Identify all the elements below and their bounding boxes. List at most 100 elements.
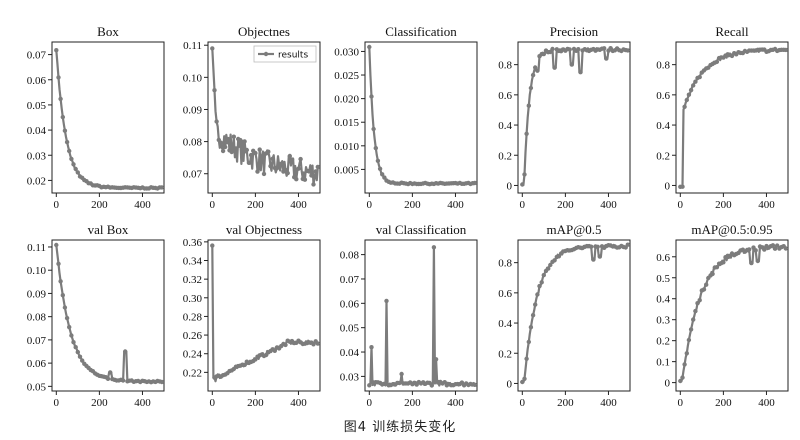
data-point	[526, 339, 531, 345]
chart-title: Classification	[385, 24, 457, 39]
y-tick-label: 0.06	[27, 75, 47, 87]
data-point	[373, 145, 378, 151]
data-point	[541, 272, 546, 278]
data-point	[375, 158, 381, 163]
data-point	[210, 46, 215, 51]
y-tick-label: 0.8	[656, 60, 670, 72]
data-point	[248, 152, 254, 158]
y-tick-label: 0.005	[334, 164, 359, 176]
y-tick-label: 0.07	[27, 50, 47, 62]
data-point	[686, 337, 692, 343]
plot-frame	[517, 41, 631, 194]
y-tick-label: 0.09	[183, 104, 203, 116]
x-tick-label: 200	[91, 397, 108, 409]
chart-title: Precision	[550, 24, 599, 39]
data-point	[261, 171, 267, 177]
data-point	[569, 62, 574, 67]
data-point	[268, 163, 273, 169]
data-point	[382, 381, 387, 386]
chart-title: val Objectness	[226, 222, 302, 237]
data-point	[539, 280, 544, 285]
data-point	[60, 114, 65, 120]
data-point	[472, 382, 477, 387]
data-point	[242, 362, 247, 368]
data-point	[429, 383, 434, 388]
y-tick-label: 0.07	[27, 335, 47, 347]
y-tick-label: 0.010	[334, 141, 359, 153]
y-tick-label: 0	[507, 378, 513, 390]
data-point	[747, 247, 752, 252]
data-point	[753, 248, 758, 253]
data-point	[688, 327, 694, 332]
x-tick-label: 400	[447, 199, 464, 211]
data-point	[123, 349, 128, 354]
data-point	[472, 180, 477, 186]
y-tick-label: 0.24	[183, 349, 203, 361]
data-point	[762, 247, 767, 252]
data-point	[710, 271, 715, 277]
y-tick-label: 0.26	[183, 330, 203, 342]
plot-frame	[675, 239, 789, 392]
chart-panel-9: mAP@0.5 0 0.2 0.4 0.6 0.8 0 200 400	[498, 222, 631, 409]
data-point	[597, 254, 602, 259]
data-point	[214, 119, 219, 124]
plot-frame	[207, 239, 321, 392]
y-tick-label: 0.05	[27, 381, 47, 393]
x-tick-label: 0	[520, 397, 526, 409]
data-point	[73, 345, 78, 350]
x-tick-label: 400	[290, 199, 307, 211]
data-point	[397, 380, 402, 386]
data-point	[274, 166, 280, 171]
data-point	[67, 324, 72, 330]
data-point	[772, 246, 778, 251]
data-point	[69, 156, 74, 162]
data-point	[58, 279, 63, 284]
plot-frame	[364, 41, 478, 194]
data-point	[749, 260, 754, 266]
data-point	[56, 261, 61, 266]
legend-label: results	[278, 51, 308, 61]
results-line	[680, 47, 787, 188]
x-tick-label: 400	[134, 397, 151, 409]
data-point	[62, 128, 68, 133]
x-tick-label: 0	[210, 397, 216, 409]
data-point	[279, 161, 284, 166]
plot-frame	[517, 239, 631, 392]
x-tick-label: 400	[134, 199, 151, 211]
plot-frame	[51, 239, 165, 392]
legend-box	[253, 45, 317, 63]
x-tick-label: 0	[520, 199, 526, 211]
data-point	[524, 356, 529, 361]
x-tick-label: 200	[247, 199, 264, 211]
y-tick-label: 0	[665, 180, 671, 192]
data-point	[693, 79, 698, 84]
y-tick-label: 0.6	[498, 90, 512, 102]
y-tick-label: 0.05	[340, 323, 360, 335]
data-point	[755, 258, 760, 264]
data-point	[589, 244, 594, 249]
y-tick-label: 0.8	[498, 60, 512, 72]
data-point	[80, 358, 85, 363]
data-point	[541, 51, 546, 57]
x-tick-label: 200	[404, 397, 421, 409]
data-point	[120, 378, 126, 383]
data-point	[533, 302, 538, 307]
y-tick-label: 0.10	[27, 265, 47, 277]
y-tick-label: 0.6	[656, 90, 670, 102]
y-tick-label: 0.07	[340, 274, 360, 286]
data-point	[552, 258, 557, 263]
data-point	[714, 265, 720, 270]
plot-frame	[364, 239, 478, 392]
data-point	[54, 242, 59, 248]
data-point	[524, 131, 529, 136]
data-point	[399, 371, 404, 377]
data-point	[75, 349, 81, 355]
data-point	[783, 47, 788, 53]
data-point	[528, 325, 534, 330]
x-tick-label: 0	[367, 397, 373, 409]
y-tick-label: 0.5	[656, 273, 670, 285]
data-point	[535, 68, 540, 73]
chart-title: Objectnes	[238, 24, 290, 39]
y-tick-label: 0.2	[656, 336, 670, 348]
